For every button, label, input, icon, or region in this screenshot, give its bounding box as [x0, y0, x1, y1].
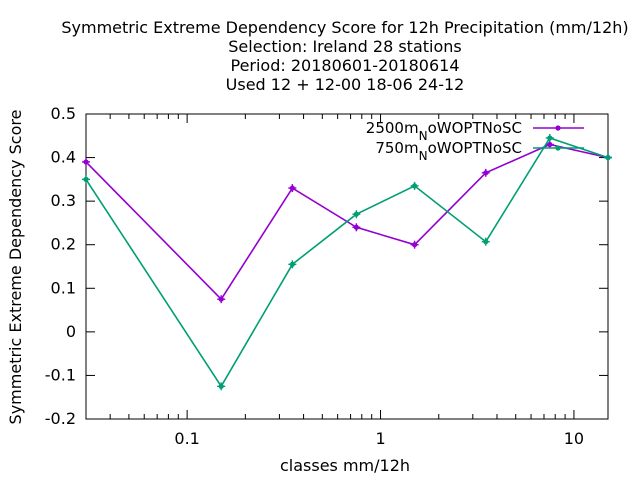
y-tick-label: 0.3 [51, 191, 76, 210]
x-axis-label: classes mm/12h [280, 456, 410, 475]
series-line-1 [85, 143, 609, 301]
title-line-3: Period: 20180601-20180614 [230, 56, 459, 75]
data-point-s1-3 [288, 184, 297, 193]
data-point-s2-4 [352, 210, 361, 219]
data-point-s1-2 [217, 295, 226, 304]
legend-label-main: 750m [375, 139, 418, 157]
data-point-s2-2 [217, 382, 226, 391]
data-point-s2-7 [545, 133, 554, 142]
y-tick-label: 0.1 [51, 278, 76, 297]
data-point-s1-5 [410, 240, 419, 249]
y-tick-label: 0.5 [51, 104, 76, 123]
axes: 0.5 0.4 0.3 0.2 0.1 0 -0.1 -0.2 0.1 1 10 [45, 104, 608, 448]
legend-label-rest: oWOPTNoSC [428, 139, 522, 157]
y-axis-label: Symmetric Extreme Dependency Score [6, 110, 25, 425]
title-line-4: Used 12 + 12-00 18-06 24-12 [226, 75, 465, 94]
x-tick-label: 0.1 [174, 429, 199, 448]
legend-label-1: 2500mNoWOPTNoSC [366, 119, 522, 143]
plot-frame [85, 113, 609, 420]
legend-label-rest: oWOPTNoSC [428, 119, 522, 137]
data-point-s2-3 [288, 260, 297, 269]
title-line-2: Selection: Ireland 28 stations [228, 37, 461, 56]
title-line-1: Symmetric Extreme Dependency Score for 1… [61, 18, 628, 37]
data-point-s1-4 [352, 223, 361, 232]
chart-title: Symmetric Extreme Dependency Score for 1… [61, 18, 628, 94]
legend-label-main: 2500m [366, 119, 419, 137]
data-point-s2-8 [604, 153, 612, 162]
y-tick-label: 0.2 [51, 235, 76, 254]
data-point-s2-6 [481, 237, 490, 246]
x-tick-label: 1 [375, 429, 385, 448]
series-line-2 [85, 137, 609, 388]
y-tick-label: 0 [66, 322, 76, 341]
legend-label-sub: N [419, 149, 428, 163]
x-tick-label: 10 [564, 429, 584, 448]
legend-label-2: 750mNoWOPTNoSC [375, 139, 522, 163]
data-point-s1-1 [82, 157, 90, 166]
legend-marker-2 [555, 145, 561, 151]
y-tick-label: -0.2 [45, 409, 76, 428]
series-layer [82, 133, 612, 391]
legend-label-sub: N [419, 129, 428, 143]
y-tick-label: 0.4 [51, 148, 76, 167]
legend-marker-1 [555, 125, 561, 131]
y-tick-label: -0.1 [45, 365, 76, 384]
data-point-s2-5 [410, 181, 419, 190]
data-point-s1-6 [481, 168, 490, 177]
data-point-s2-1 [82, 175, 90, 184]
